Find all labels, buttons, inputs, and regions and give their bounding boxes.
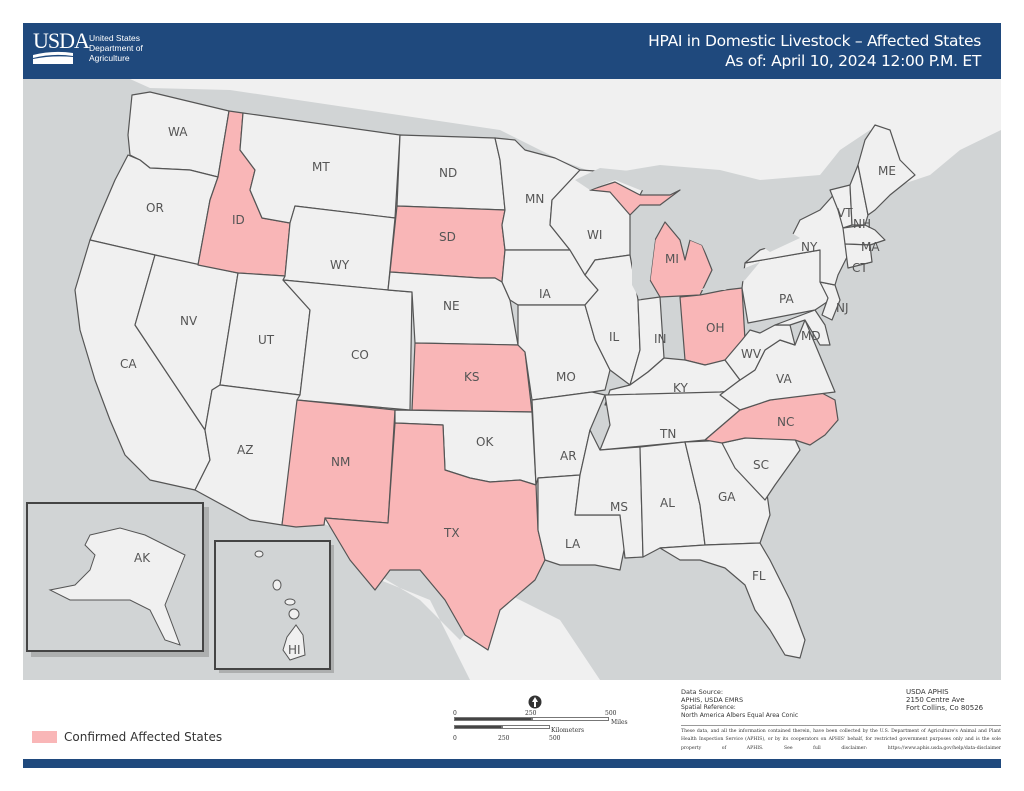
state-me[interactable] [857,124,916,216]
lake-ontario [760,232,800,252]
lake-michigan [632,212,655,300]
state-ks[interactable] [411,342,533,413]
label-wi: WI [587,228,602,242]
scale-bar: 0 250 500 Miles Kilometers 0 250 500 [453,710,628,742]
label-ut: UT [258,333,275,347]
label-ms: MS [610,500,628,514]
label-id: ID [232,213,245,227]
label-il: IL [609,330,620,344]
scale-miles-empty [532,717,609,721]
bottom-bar [23,759,1001,768]
label-la: LA [565,537,581,551]
state-vt[interactable] [829,184,853,229]
header-bar: USDA United States Department of Agricul… [23,23,1001,79]
label-ky: KY [673,381,688,395]
state-wy[interactable] [282,205,396,291]
label-ok: OK [476,435,494,449]
label-nv: NV [180,314,198,328]
label-ne: NE [443,299,460,313]
label-sc: SC [753,458,769,472]
label-mn: MN [525,192,544,206]
label-pa: PA [779,292,794,306]
state-sd[interactable] [389,205,506,283]
map-frame: USDA United States Department of Agricul… [23,23,1001,769]
scale-miles-filled [454,717,532,721]
label-ia: IA [539,287,552,301]
alaska-inset [26,502,209,657]
state-labels: WA OR CA ID NV MT WY UT AZ CO NM ND SD N… [120,125,896,657]
label-vt: VT [837,206,853,220]
label-nc: NC [777,415,794,429]
label-ca: CA [120,357,137,371]
label-in: IN [654,332,667,346]
label-tn: TN [659,427,676,441]
north-arrow-icon [528,695,542,709]
label-ga: GA [718,490,736,504]
label-tx: TX [443,526,460,540]
label-ma: MA [861,240,880,254]
state-wv[interactable] [724,324,796,381]
state-mt[interactable] [239,112,401,224]
state-tx[interactable] [324,422,546,651]
label-co: CO [351,348,369,362]
label-al: AL [660,496,675,510]
canada-landmass [130,79,1001,185]
label-nm: NM [331,455,350,469]
label-me: ME [878,164,896,178]
data-source: Data Source: APHIS, USDA EMRS Spatial Re… [681,688,799,719]
state-nm[interactable] [281,399,396,528]
map-title-block: HPAI in Domestic Livestock – Affected St… [648,31,981,71]
label-or: OR [146,201,164,215]
agency-address: USDA APHIS 2150 Centre Ave Fort Collins,… [906,688,984,712]
map-title: HPAI in Domestic Livestock – Affected St… [648,32,981,50]
label-wy: WY [330,258,350,272]
legend-label-affected: Confirmed Affected States [64,730,223,744]
hawaii-inset [214,540,334,673]
label-wv: WV [741,347,762,361]
legend-swatch-affected [32,731,57,743]
label-md: MD [801,329,821,343]
label-ks: KS [464,370,480,384]
scale-km-empty [502,725,550,729]
lake-huron [680,195,720,265]
label-va: VA [776,372,792,386]
scale-km-filled [454,725,502,729]
map-canvas: WA OR CA ID NV MT WY UT AZ CO NM ND SD N… [26,79,1001,680]
label-nh: NH [853,217,871,231]
label-nj: NJ [836,301,849,315]
state-ne[interactable] [387,271,519,346]
state-fl[interactable] [659,542,806,659]
state-nh[interactable] [849,164,869,226]
footer-divider [681,725,1001,726]
state-mi-upper[interactable] [589,181,681,216]
label-ak: AK [134,551,151,565]
us-map: WA OR CA ID NV MT WY UT AZ CO NM ND SD N… [23,79,1001,680]
legend: Confirmed Affected States [32,730,222,744]
label-az: AZ [237,443,253,457]
label-hi: HI [288,643,301,657]
label-oh: OH [706,321,724,335]
state-ak[interactable] [48,527,186,646]
usda-logo-swoosh-icon [33,51,73,64]
label-fl: FL [752,569,766,583]
disclaimer-text: These data, and all the information cont… [681,729,1001,751]
state-md[interactable] [774,309,831,346]
state-co[interactable] [282,279,413,411]
agency-name: United States Department of Agriculture [89,33,143,63]
label-wa: WA [168,125,188,139]
lake-superior [575,168,680,192]
label-sd: SD [439,230,456,244]
lake-erie [700,262,760,290]
label-nd: ND [439,166,457,180]
usda-logo: USDA [33,28,90,53]
label-ct: CT [852,261,868,275]
label-ar: AR [560,449,577,463]
state-ct[interactable] [844,243,873,269]
state-hi[interactable] [282,624,306,661]
label-mt: MT [312,160,330,174]
map-date: As of: April 10, 2024 12:00 P.M. ET [725,52,981,70]
label-mo: MO [556,370,576,384]
label-mi: MI [665,252,679,266]
label-ny: NY [801,240,818,254]
